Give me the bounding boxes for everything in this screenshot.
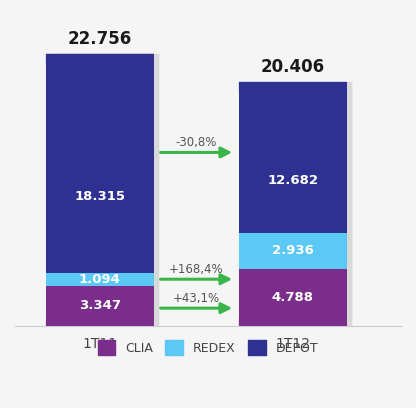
Text: 20.406: 20.406: [261, 58, 325, 76]
Legend: CLIA, REDEX, DEPOT: CLIA, REDEX, DEPOT: [93, 335, 323, 360]
Bar: [46, 273, 154, 286]
Bar: [239, 82, 347, 233]
Text: +43,1%: +43,1%: [173, 292, 220, 304]
Bar: [46, 286, 154, 326]
Text: -30,8%: -30,8%: [176, 136, 217, 149]
FancyBboxPatch shape: [244, 82, 352, 328]
FancyBboxPatch shape: [46, 54, 154, 64]
FancyBboxPatch shape: [46, 319, 154, 326]
Text: 12.682: 12.682: [267, 174, 318, 187]
FancyBboxPatch shape: [51, 54, 159, 328]
Text: 2.936: 2.936: [272, 244, 314, 257]
Text: 1.094: 1.094: [79, 273, 121, 286]
Text: +168,4%: +168,4%: [169, 263, 224, 276]
Bar: [239, 268, 347, 326]
FancyBboxPatch shape: [239, 82, 347, 93]
Text: 22.756: 22.756: [68, 30, 132, 48]
FancyBboxPatch shape: [239, 319, 347, 326]
Text: 3.347: 3.347: [79, 299, 121, 312]
Bar: [239, 233, 347, 268]
Text: 4.788: 4.788: [272, 290, 314, 304]
Text: 18.315: 18.315: [74, 190, 125, 202]
Bar: [46, 54, 154, 273]
